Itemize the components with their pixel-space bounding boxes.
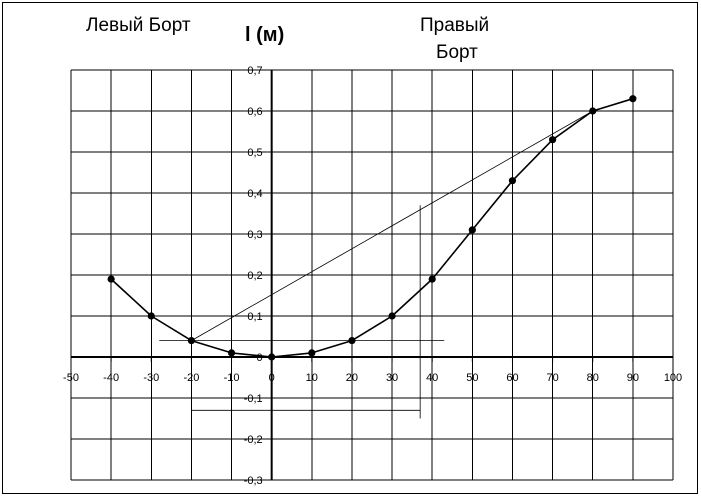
x-tick-label: 10	[306, 372, 318, 384]
data-point	[549, 136, 557, 144]
construction-line	[191, 110, 593, 341]
x-tick-label: 70	[546, 372, 558, 384]
y-tick-label: 0,6	[247, 106, 262, 118]
y-tick-label: -0,1	[244, 393, 263, 405]
x-tick-label: 40	[426, 372, 438, 384]
y-tick-labels: -0,3 -0,2 -0,1 0 0,1 0,2 0,3 0,4 0,5 0,6 0,7	[244, 65, 263, 487]
right-side-label-line1: Правый	[420, 15, 490, 36]
data-point	[187, 337, 195, 345]
x-tick-label: 50	[466, 372, 478, 384]
x-tick-label: -50	[63, 372, 79, 384]
x-tick-label: 30	[386, 372, 398, 384]
x-tick-label: 60	[506, 372, 518, 384]
series-line	[110, 97, 634, 358]
y-tick-label: -0,3	[244, 475, 263, 487]
x-tick-label: 20	[346, 372, 358, 384]
chart-grid	[70, 69, 674, 481]
x-tick-label: 100	[664, 372, 682, 384]
x-tick-label: -40	[103, 372, 119, 384]
data-point	[268, 353, 276, 361]
y-axis-label: l (м)	[245, 24, 285, 46]
data-point	[468, 226, 476, 234]
chart-axes	[70, 69, 674, 481]
y-tick-label: 0,4	[247, 188, 262, 200]
y-tick-label: 0,2	[247, 270, 262, 282]
x-tick-labels: -50 -40 -30 -20 -10 0 10 20 30 40 50 60 70 80 90 100	[63, 372, 682, 384]
right-side-label-line2: Борт	[436, 42, 478, 63]
data-point	[629, 95, 637, 103]
data-series	[107, 95, 637, 361]
x-tick-label: -20	[183, 372, 199, 384]
y-tick-label: 0	[257, 352, 263, 364]
x-tick-label: 90	[627, 372, 639, 384]
y-tick-label: 0,1	[247, 311, 262, 323]
data-point	[147, 312, 155, 320]
y-tick-label: 0,5	[247, 147, 262, 159]
data-point	[428, 275, 436, 283]
left-side-label: Левый Борт	[86, 15, 191, 36]
y-tick-label: -0,2	[244, 434, 263, 446]
y-tick-label: 0,7	[247, 65, 262, 77]
x-tick-label: -10	[224, 372, 240, 384]
x-tick-label: 0	[269, 372, 275, 384]
data-point	[508, 177, 517, 185]
data-point	[388, 312, 396, 320]
x-tick-label: -30	[143, 372, 159, 384]
data-point	[227, 349, 236, 357]
data-point	[107, 275, 115, 283]
x-tick-label: 80	[587, 372, 599, 384]
y-tick-label: 0,3	[247, 229, 262, 241]
data-point	[348, 337, 356, 345]
data-point	[308, 349, 316, 357]
data-point	[589, 107, 597, 115]
construction-lines	[159, 110, 593, 431]
